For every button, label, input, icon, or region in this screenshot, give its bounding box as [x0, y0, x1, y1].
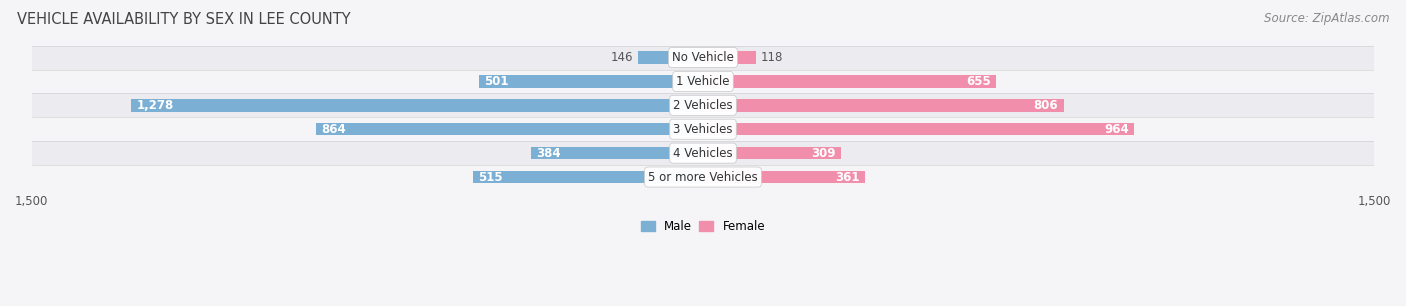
Text: No Vehicle: No Vehicle [672, 51, 734, 64]
Bar [32, 165, 1374, 189]
Bar [703, 147, 841, 159]
Text: 5 or more Vehicles: 5 or more Vehicles [648, 170, 758, 184]
Bar [703, 99, 1064, 112]
Text: 1,278: 1,278 [136, 99, 174, 112]
Bar [703, 171, 865, 183]
Text: VEHICLE AVAILABILITY BY SEX IN LEE COUNTY: VEHICLE AVAILABILITY BY SEX IN LEE COUNT… [17, 12, 350, 27]
Bar [638, 51, 703, 64]
Bar [703, 75, 995, 88]
Bar [32, 69, 1374, 93]
Bar [32, 93, 1374, 117]
Bar [531, 147, 703, 159]
Bar [32, 46, 1374, 69]
Text: 655: 655 [966, 75, 991, 88]
Text: 1 Vehicle: 1 Vehicle [676, 75, 730, 88]
Text: 964: 964 [1104, 123, 1129, 136]
Text: 501: 501 [484, 75, 509, 88]
Text: Source: ZipAtlas.com: Source: ZipAtlas.com [1264, 12, 1389, 25]
Legend: Male, Female: Male, Female [636, 215, 770, 237]
Bar [479, 75, 703, 88]
Bar [131, 99, 703, 112]
Text: 864: 864 [322, 123, 346, 136]
Text: 4 Vehicles: 4 Vehicles [673, 147, 733, 160]
Bar [703, 51, 756, 64]
Bar [703, 123, 1135, 136]
Text: 361: 361 [835, 170, 859, 184]
Text: 146: 146 [610, 51, 633, 64]
Text: 3 Vehicles: 3 Vehicles [673, 123, 733, 136]
Bar [316, 123, 703, 136]
Bar [32, 117, 1374, 141]
Text: 515: 515 [478, 170, 502, 184]
Text: 806: 806 [1033, 99, 1059, 112]
Text: 309: 309 [811, 147, 837, 160]
Bar [472, 171, 703, 183]
Text: 118: 118 [761, 51, 783, 64]
Text: 2 Vehicles: 2 Vehicles [673, 99, 733, 112]
Bar [32, 141, 1374, 165]
Text: 384: 384 [537, 147, 561, 160]
